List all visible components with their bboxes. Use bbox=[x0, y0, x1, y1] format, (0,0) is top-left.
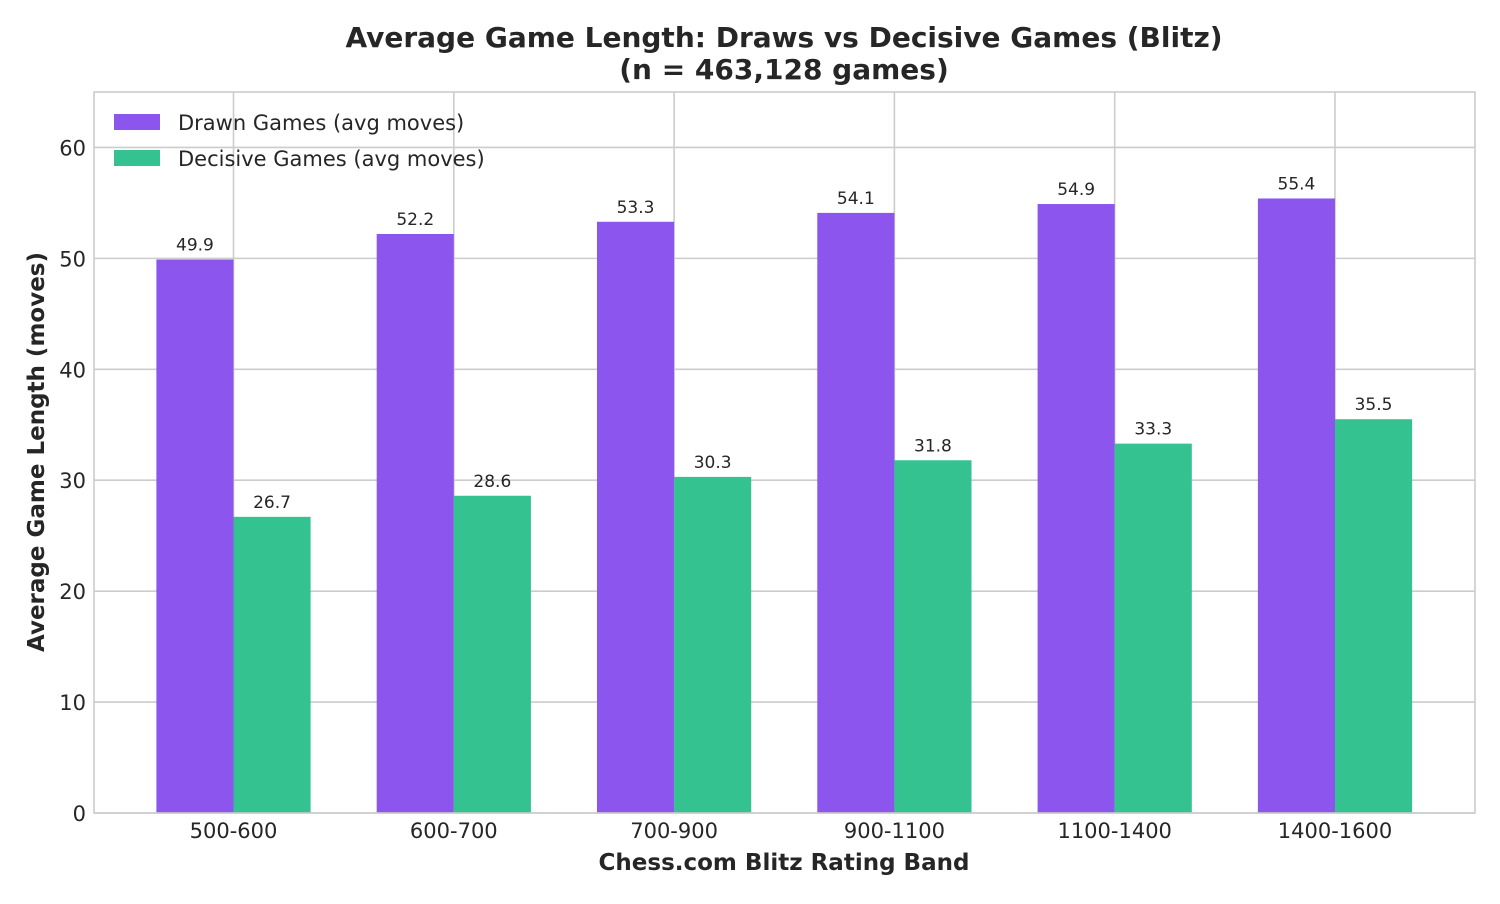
chart-title: Average Game Length: Draws vs Decisive G… bbox=[345, 21, 1222, 54]
bar-decisive bbox=[674, 476, 752, 813]
data-label: 55.4 bbox=[1278, 174, 1316, 194]
x-tick-label: 700-900 bbox=[630, 819, 718, 843]
y-axis-ticks: 0 10 20 30 40 50 60 bbox=[59, 136, 86, 826]
bars bbox=[156, 198, 1413, 814]
bar-decisive bbox=[233, 516, 311, 813]
y-tick-label: 40 bbox=[59, 358, 86, 382]
bar-decisive bbox=[453, 495, 531, 813]
data-label: 28.6 bbox=[473, 472, 511, 492]
legend-label: Drawn Games (avg moves) bbox=[178, 111, 464, 135]
data-labels: 49.9 52.2 53.3 54.1 54.9 55.4 26.7 28.6 30.3 31.8… bbox=[176, 174, 1392, 512]
bar-drawn bbox=[376, 233, 454, 813]
data-label: 54.1 bbox=[837, 189, 875, 209]
y-axis-title: Average Game Length (moves) bbox=[24, 252, 50, 652]
y-tick-label: 30 bbox=[59, 469, 86, 493]
chart-subtitle: (n = 463,128 games) bbox=[619, 53, 949, 86]
data-label: 49.9 bbox=[176, 235, 214, 255]
data-label: 35.5 bbox=[1355, 395, 1393, 415]
legend-label: Decisive Games (avg moves) bbox=[178, 147, 485, 171]
x-tick-label: 600-700 bbox=[410, 819, 498, 843]
data-label: 54.9 bbox=[1057, 180, 1095, 200]
x-axis-title: Chess.com Blitz Rating Band bbox=[599, 850, 970, 876]
x-axis-ticks: 500-600 600-700 700-900 900-1100 1100-1400 14… bbox=[190, 819, 1393, 843]
bar-drawn bbox=[156, 259, 234, 813]
x-tick-label: 1100-1400 bbox=[1057, 819, 1171, 843]
y-tick-label: 20 bbox=[59, 580, 86, 604]
y-tick-label: 60 bbox=[59, 136, 86, 160]
legend: Drawn Games (avg moves) Decisive Games (a… bbox=[114, 111, 485, 171]
data-label: 30.3 bbox=[694, 453, 732, 473]
bar-drawn bbox=[1037, 204, 1115, 814]
plot-frame bbox=[93, 91, 1476, 814]
bar-drawn bbox=[817, 212, 895, 814]
data-label: 53.3 bbox=[617, 198, 655, 218]
bar-decisive bbox=[1114, 443, 1192, 813]
x-tick-label: 1400-1600 bbox=[1278, 819, 1392, 843]
x-tick-label: 500-600 bbox=[190, 819, 278, 843]
y-tick-label: 50 bbox=[59, 247, 86, 271]
x-tick-label: 900-1100 bbox=[844, 819, 945, 843]
bar-drawn bbox=[1257, 198, 1335, 814]
data-label: 31.8 bbox=[914, 436, 952, 456]
data-label: 52.2 bbox=[396, 210, 434, 230]
y-tick-label: 0 bbox=[73, 802, 86, 826]
data-label: 33.3 bbox=[1134, 420, 1172, 440]
bar-drawn bbox=[596, 221, 675, 813]
legend-swatch bbox=[114, 114, 160, 130]
legend-swatch bbox=[114, 150, 160, 166]
bar-decisive bbox=[1335, 419, 1413, 813]
bar-decisive bbox=[894, 460, 972, 813]
data-label: 26.7 bbox=[253, 493, 291, 513]
y-tick-label: 10 bbox=[59, 691, 86, 715]
